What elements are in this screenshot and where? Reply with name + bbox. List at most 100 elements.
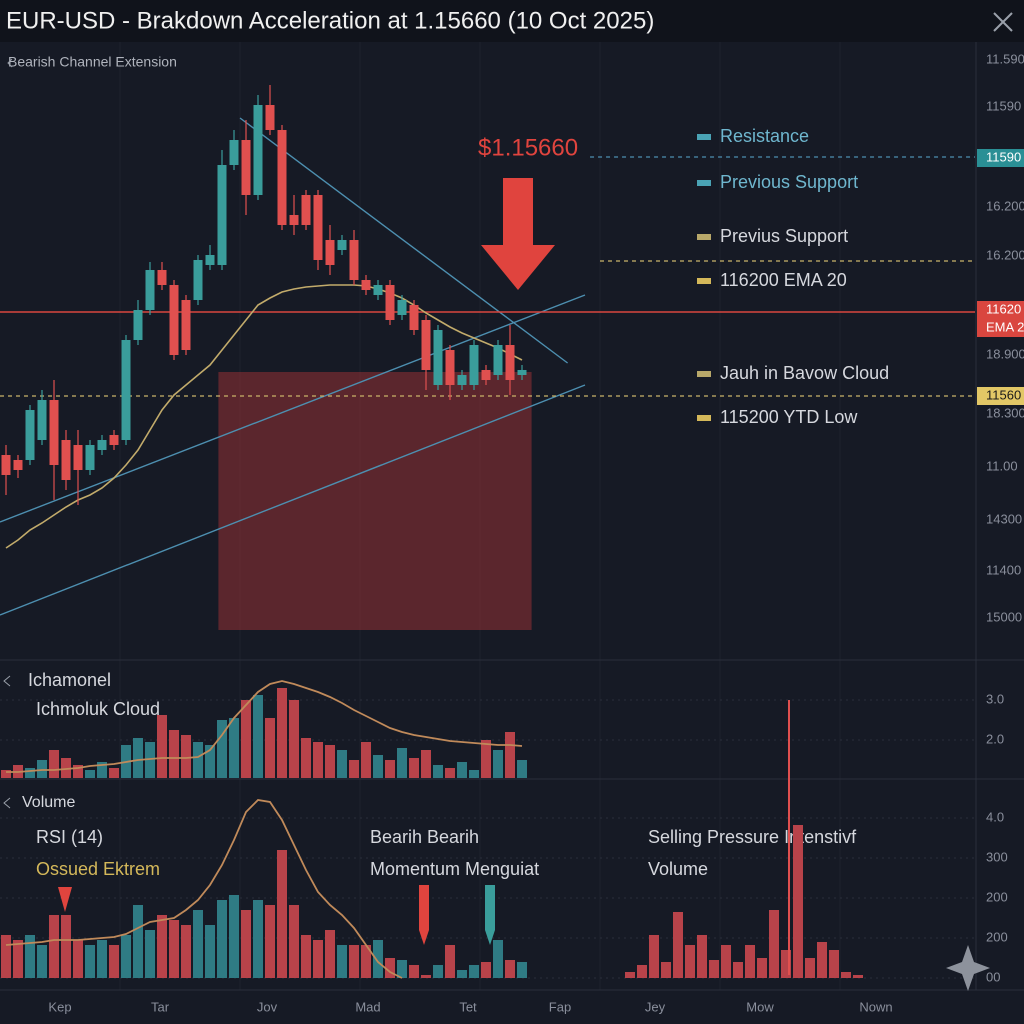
candle-body — [289, 215, 299, 225]
bar — [517, 760, 527, 778]
candle-body — [445, 350, 455, 385]
close-button[interactable] — [993, 12, 1013, 32]
y-tick-label: 4.0 — [986, 809, 1004, 824]
bar — [445, 768, 455, 778]
x-tick-label: Kep — [48, 999, 71, 1014]
bar — [85, 770, 95, 778]
legend-swatch — [697, 134, 711, 140]
bar — [457, 762, 467, 778]
panel-subtitle: Ichmoluk Cloud — [36, 699, 160, 719]
bar — [1, 935, 11, 978]
bar — [517, 962, 527, 978]
bar — [361, 742, 371, 778]
bar — [493, 940, 503, 978]
candle-body — [145, 270, 155, 310]
bar — [193, 742, 203, 778]
candle-body — [169, 285, 179, 355]
legend-swatch — [697, 278, 711, 284]
bar — [277, 850, 287, 978]
y-tick-label: 3.0 — [986, 691, 1004, 706]
candle-body — [301, 195, 311, 225]
marks: 11.590 11590 11590 16.200 16.200 11620 EMA 2 18… — [0, 51, 1024, 1014]
candle-body — [385, 285, 395, 320]
panel-title: Ichamonel — [28, 670, 111, 690]
bar — [157, 715, 167, 778]
legend-swatch — [697, 415, 711, 421]
bar — [169, 920, 179, 978]
x-tick-label: Nown — [859, 999, 892, 1014]
bar — [121, 935, 131, 978]
bar — [265, 718, 275, 778]
candle-body — [433, 330, 443, 385]
price-label: 11.00 — [986, 458, 1018, 473]
bar — [73, 765, 83, 778]
bar — [181, 925, 191, 978]
x-tick-label: Mow — [746, 999, 774, 1014]
bar — [157, 915, 167, 978]
y-tick-label: 00 — [986, 969, 1000, 984]
bar — [133, 905, 143, 978]
legend-label: Jauh in Bavow Cloud — [720, 363, 889, 383]
bar — [817, 942, 827, 978]
annotation: Volume — [648, 859, 708, 879]
candle-body — [469, 345, 479, 385]
annotation: Ossued Ektrem — [36, 859, 160, 879]
x-tick-label: Tet — [459, 999, 477, 1014]
bar — [673, 912, 683, 978]
bar — [145, 742, 155, 778]
annotation: Momentum Menguiat — [370, 859, 539, 879]
rsi-line — [5, 799, 403, 979]
trend-line — [0, 294, 586, 523]
candle-body — [37, 400, 47, 440]
bar — [433, 965, 443, 978]
price-label: 14300 — [986, 511, 1022, 526]
bar — [217, 900, 227, 978]
bar — [805, 958, 815, 978]
bar — [481, 740, 491, 778]
down-arrow — [481, 178, 555, 290]
bar — [409, 758, 419, 778]
bar — [217, 720, 227, 778]
candle-body — [277, 130, 287, 225]
legend-swatch — [697, 234, 711, 240]
ema-line — [5, 284, 523, 549]
price-label: 11400 — [986, 562, 1021, 577]
x-tick-label: Jov — [257, 999, 278, 1014]
candle-body — [373, 285, 383, 295]
bar — [229, 895, 239, 978]
price-label: 18.900 — [986, 346, 1024, 361]
candle-body — [481, 370, 491, 380]
bar — [277, 688, 287, 778]
candle-body — [397, 300, 407, 315]
y-tick-label: 300 — [986, 849, 1008, 864]
candle-body — [193, 260, 203, 300]
candle-body — [493, 345, 503, 375]
bar — [1, 770, 11, 778]
zone — [218, 372, 532, 630]
bar — [373, 755, 383, 778]
bar — [637, 965, 647, 978]
bar — [169, 730, 179, 778]
price-annotation: $1.15660 — [478, 134, 578, 161]
bar — [301, 738, 311, 778]
bar — [745, 945, 755, 978]
bar — [253, 900, 263, 978]
bar — [733, 962, 743, 978]
candle-body — [133, 310, 143, 340]
bar — [853, 975, 863, 978]
y-tick-label: 200 — [986, 929, 1008, 944]
candle-body — [217, 165, 227, 265]
candle-body — [229, 140, 239, 165]
candle-body — [205, 255, 215, 265]
subtitle: Bearish Channel Extension — [8, 54, 177, 70]
bar — [757, 958, 767, 978]
bar — [145, 930, 155, 978]
title-bar — [0, 0, 1024, 42]
bar — [769, 910, 779, 978]
bar — [49, 915, 59, 978]
annotation: Selling Pressure Intenstivf — [648, 827, 857, 847]
bar — [25, 768, 35, 778]
price-label: 11560 — [986, 387, 1021, 402]
candle-body — [517, 370, 527, 375]
bar — [841, 972, 851, 978]
